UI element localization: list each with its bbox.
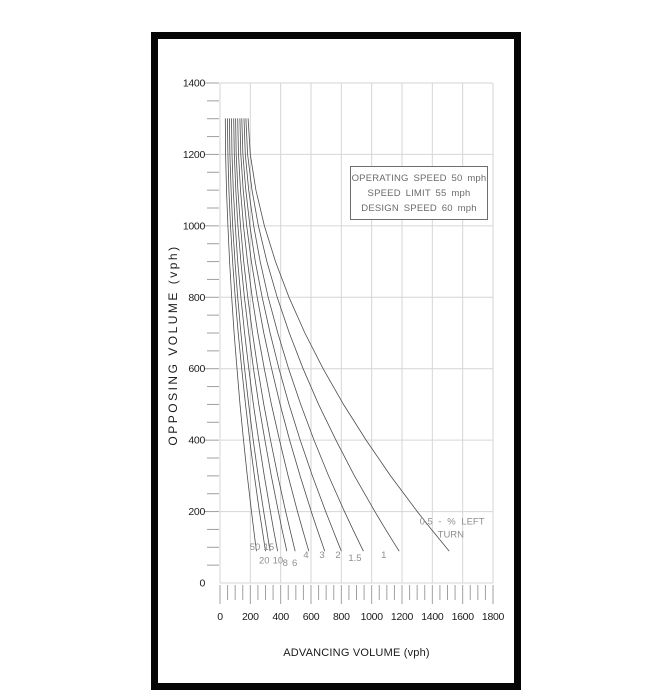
x-tick-label: 1400 — [421, 611, 444, 623]
x-tick-label: 1000 — [361, 611, 384, 623]
x-tick-label: 200 — [242, 611, 259, 623]
curve-label-1: 1 — [381, 550, 386, 561]
left-turn-curves — [224, 118, 450, 552]
y-tick-label: 800 — [188, 292, 205, 304]
y-tick-label: 1400 — [183, 78, 206, 90]
curve-label-50: 50 — [250, 542, 261, 553]
speed-info-box: OPERATING SPEED 50 mph SPEED LIMIT 55 mp… — [350, 166, 488, 220]
x-tick-label: 400 — [272, 611, 289, 623]
x-tick-label: 0 — [217, 611, 223, 623]
y-axis-title: OPPOSING VOLUME (vph) — [166, 244, 180, 445]
x-tick-label: 1200 — [391, 611, 414, 623]
x-axis-title: ADVANCING VOLUME (vph) — [283, 647, 430, 659]
curve-family-legend: 0.5 - % LEFT TURN — [420, 516, 485, 540]
figure-frame — [151, 32, 521, 690]
curve-4-percent — [237, 118, 310, 552]
y-tick-label: 600 — [188, 363, 205, 375]
design-speed-text: DESIGN SPEED 60 mph — [361, 202, 477, 214]
x-tick-label: 600 — [303, 611, 320, 623]
y-tick-label: 1000 — [183, 220, 206, 232]
curve-8-percent — [233, 118, 288, 552]
axis-ticks — [204, 82, 494, 604]
curve-label-6: 6 — [292, 558, 297, 569]
curve-50-percent — [224, 118, 257, 552]
y-tick-label: 1200 — [183, 149, 206, 161]
curve-15-percent — [229, 118, 271, 552]
speed-limit-text: SPEED LIMIT 55 mph — [367, 187, 471, 199]
curve-label-8: 8 — [283, 558, 288, 569]
curve-label-3: 3 — [319, 550, 324, 561]
curve-10-percent — [231, 118, 278, 552]
curve-label-4: 4 — [303, 550, 308, 561]
curve-label-20: 20 — [259, 555, 270, 566]
curve-6-percent — [235, 118, 296, 552]
x-tick-label: 1800 — [482, 611, 505, 623]
curve-label-1.5: 1.5 — [348, 553, 361, 564]
y-tick-label: 400 — [188, 435, 205, 447]
y-tick-label: 200 — [188, 506, 205, 518]
legend-line-2: TURN — [438, 529, 465, 540]
curve-1-percent — [245, 118, 400, 552]
grid-lines — [219, 82, 494, 584]
curve-label-15: 15 — [264, 542, 275, 553]
curve-labels: 50 20 15 10 8 64 3 2 1.5 1 — [250, 542, 387, 569]
curve-20-percent — [227, 118, 266, 552]
curve-1.5-percent — [243, 118, 364, 552]
x-tick-labels: 0 200 400 600 800 1000 1200 1400 1600 1800 — [217, 611, 505, 623]
legend-line-1: 0.5 - % LEFT — [420, 516, 485, 527]
curve-label-2: 2 — [335, 550, 340, 561]
y-tick-label: 0 — [199, 578, 205, 590]
curve-3-percent — [239, 118, 325, 552]
x-tick-label: 800 — [333, 611, 350, 623]
curve-2-percent — [241, 118, 342, 552]
x-tick-label: 1600 — [452, 611, 475, 623]
curve-0.5-percent — [247, 118, 450, 552]
operating-speed-text: OPERATING SPEED 50 mph — [351, 172, 487, 184]
curve-label-10: 10 — [273, 555, 284, 566]
y-tick-labels: 0 200 400 600 800 1000 1200 1400 — [183, 78, 206, 590]
